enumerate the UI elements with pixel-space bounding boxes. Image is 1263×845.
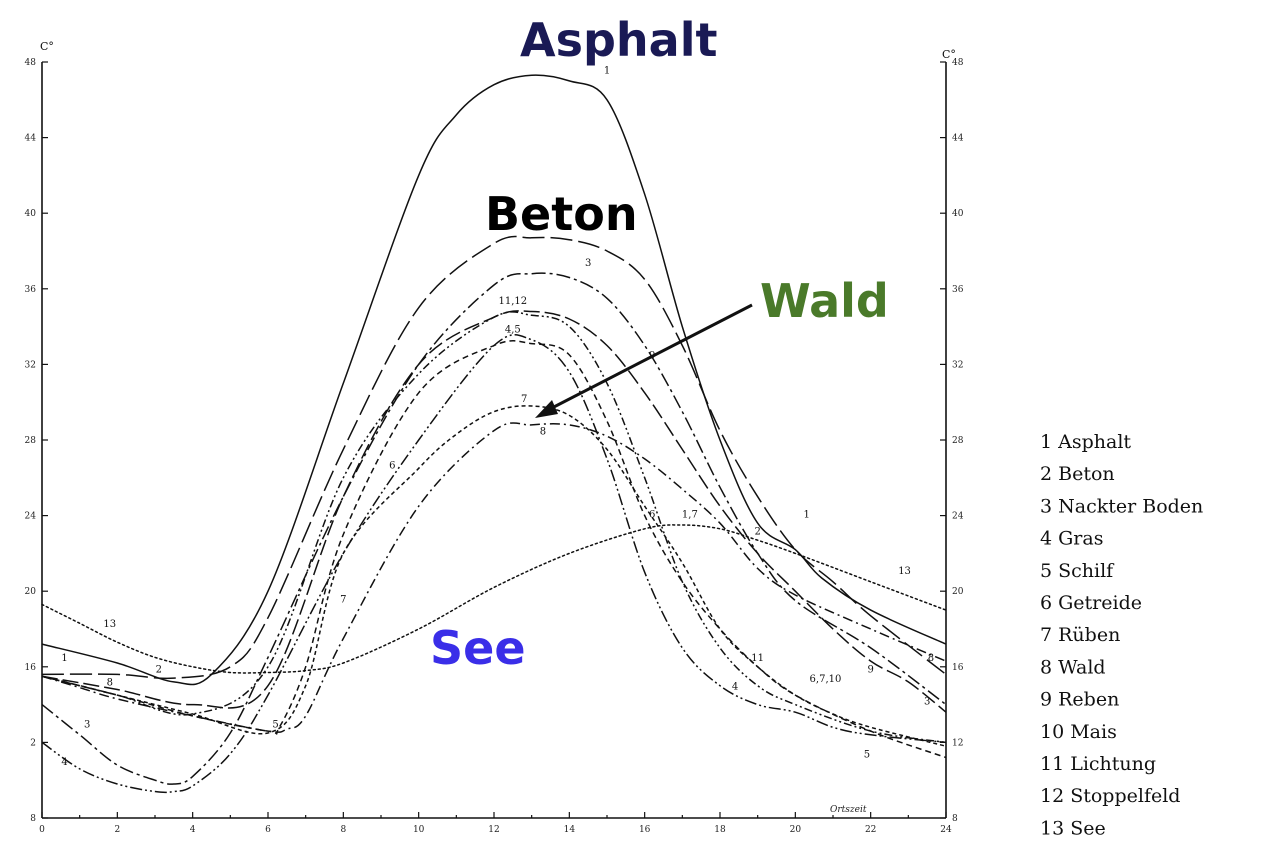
y-tick-label-right: 12 <box>952 738 963 748</box>
curve-label: 4,5 <box>505 324 521 335</box>
legend-entry: 8 Wald <box>1040 656 1106 678</box>
y-tick-label-left: 40 <box>25 209 37 219</box>
x-tick-label: 18 <box>714 825 726 835</box>
curve-label: 3 <box>585 258 591 269</box>
legend-entry: 7 Rüben <box>1040 624 1120 646</box>
legend-entry: 13 See <box>1040 817 1106 839</box>
x-tick-label: 6 <box>265 825 271 835</box>
curve-label: 7 <box>521 394 527 405</box>
series-line-9 <box>41 310 947 713</box>
curve-label: 8 <box>928 653 934 664</box>
y-tick-label-left: 20 <box>25 587 37 597</box>
legend-entry: 12 Stoppelfeld <box>1040 785 1180 807</box>
curve-label: 5 <box>272 719 278 730</box>
series-line-13 <box>41 524 947 674</box>
y-tick-label-right: 16 <box>952 663 964 673</box>
y-tick-label-right: 36 <box>952 285 964 295</box>
series-line-2 <box>41 235 947 680</box>
y-axis-unit-right: C° <box>942 48 956 61</box>
y-tick-label-left: 36 <box>25 285 37 295</box>
curve-label: 13 <box>898 566 911 577</box>
x-tick-label: 0 <box>39 825 45 835</box>
legend-entry: 9 Reben <box>1040 689 1119 711</box>
curve-label: 9 <box>867 664 873 675</box>
y-tick-label-left: 8 <box>30 814 36 824</box>
series-line-1 <box>41 74 947 686</box>
curve-label: 4 <box>732 681 738 692</box>
y-tick-label-right: 24 <box>952 512 964 522</box>
callout-asphalt: Asphalt <box>520 13 717 67</box>
y-tick-label-right: 44 <box>952 134 964 144</box>
x-tick-label: 10 <box>413 825 425 835</box>
y-tick-label-left: 28 <box>25 436 37 446</box>
x-tick-label: 24 <box>940 825 952 835</box>
legend-entry: 10 Mais <box>1040 721 1117 743</box>
y-tick-label-left: 24 <box>25 512 37 522</box>
curve-label: 11 <box>751 653 764 664</box>
series-line-8 <box>41 422 947 733</box>
x-tick-label: 22 <box>865 825 876 835</box>
curve-label: 7 <box>340 595 346 606</box>
y-tick-label-left: 16 <box>25 663 37 673</box>
y-tick-label-right: 8 <box>952 814 958 824</box>
series-line-4 <box>41 333 947 794</box>
curve-label: 5 <box>864 750 870 761</box>
x-tick-label: 20 <box>790 825 802 835</box>
x-tick-label: 8 <box>340 825 346 835</box>
curve-label: 3 <box>84 719 90 730</box>
series-line-11-12 <box>41 311 947 744</box>
series-layer <box>41 74 947 794</box>
curve-label: 8 <box>540 426 546 437</box>
y-tick-label-left: 48 <box>25 58 37 68</box>
chart-axes: 0 2 4 6 8 10 12 14 16 18 20 22 248216202428323640444… <box>25 58 964 835</box>
wald-arrow <box>535 303 753 418</box>
curve-label: 2 <box>156 664 162 675</box>
y-tick-label-left: 44 <box>25 134 37 144</box>
curve-label: 13 <box>103 619 116 630</box>
y-tick-label-left: 2 <box>30 738 36 748</box>
curve-label: 8 <box>107 678 113 689</box>
curve-label: 1 <box>803 509 809 520</box>
curve-label: 3 <box>924 697 930 708</box>
callout-see: See <box>430 621 526 675</box>
curve-label: 11,12 <box>499 296 528 307</box>
y-tick-label-right: 20 <box>952 587 964 597</box>
x-tick-label: 2 <box>114 825 120 835</box>
y-tick-label-left: 32 <box>25 360 36 370</box>
curve-label: 1 <box>61 653 67 664</box>
legend-entry: 1 Asphalt <box>1040 431 1131 453</box>
curve-label: 6 <box>389 460 395 471</box>
series-line-6-7-10 <box>41 405 947 747</box>
y-tick-label-right: 32 <box>952 360 963 370</box>
y-tick-label-right: 28 <box>952 436 964 446</box>
legend: 1 Asphalt 2 Beton 3 Nackter Boden 4 Gras 5 S… <box>1040 431 1203 839</box>
callout-wald: Wald <box>760 274 889 328</box>
curve-label: 6 <box>649 509 655 520</box>
curve-label: 2 <box>754 527 760 538</box>
callout-beton: Beton <box>485 187 638 241</box>
x-tick-label: 12 <box>488 825 499 835</box>
legend-entry: 6 Getreide <box>1040 592 1142 614</box>
x-tick-label: 14 <box>564 825 576 835</box>
x-tick-label: 4 <box>190 825 196 835</box>
curve-label: 1 <box>604 65 610 76</box>
y-tick-label-right: 48 <box>952 58 964 68</box>
y-tick-label-right: 40 <box>952 209 964 219</box>
curve-label: 6,7,10 <box>810 674 842 685</box>
x-tick-label: 16 <box>639 825 651 835</box>
series-line-3 <box>41 272 947 785</box>
legend-entry: 11 Lichtung <box>1040 753 1156 775</box>
legend-entry: 3 Nackter Boden <box>1040 495 1203 517</box>
curve-label: 1,7 <box>682 509 698 520</box>
legend-entry: 4 Gras <box>1040 528 1103 550</box>
legend-entry: 5 Schilf <box>1040 560 1115 582</box>
x-axis-label: Ortszeit <box>830 805 867 815</box>
legend-entry: 2 Beton <box>1040 463 1115 485</box>
y-axis-unit-left: C° <box>40 40 54 53</box>
curve-label: 4 <box>61 757 67 768</box>
